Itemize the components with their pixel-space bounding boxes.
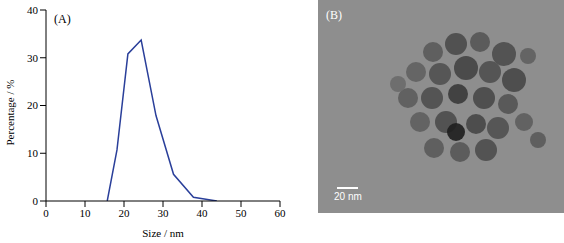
svg-text:30: 30 (158, 207, 170, 219)
svg-text:50: 50 (236, 207, 248, 219)
svg-text:40: 40 (27, 4, 39, 16)
svg-text:30: 30 (27, 52, 39, 64)
svg-text:40: 40 (197, 207, 209, 219)
svg-text:10: 10 (80, 207, 92, 219)
svg-text:20: 20 (119, 207, 131, 219)
svg-text:0: 0 (43, 207, 49, 219)
svg-text:60: 60 (275, 207, 287, 219)
svg-text:Size / nm: Size / nm (142, 227, 184, 239)
svg-text:10: 10 (27, 147, 39, 159)
svg-text:Percentage / %: Percentage / % (4, 80, 16, 146)
svg-text:20: 20 (27, 99, 39, 111)
html-text:(A): (A) (54, 12, 71, 26)
svg-text:0: 0 (33, 195, 39, 207)
html-text:(B): (B) (326, 8, 342, 22)
html-text:20 nm: 20 nm (334, 191, 362, 202)
